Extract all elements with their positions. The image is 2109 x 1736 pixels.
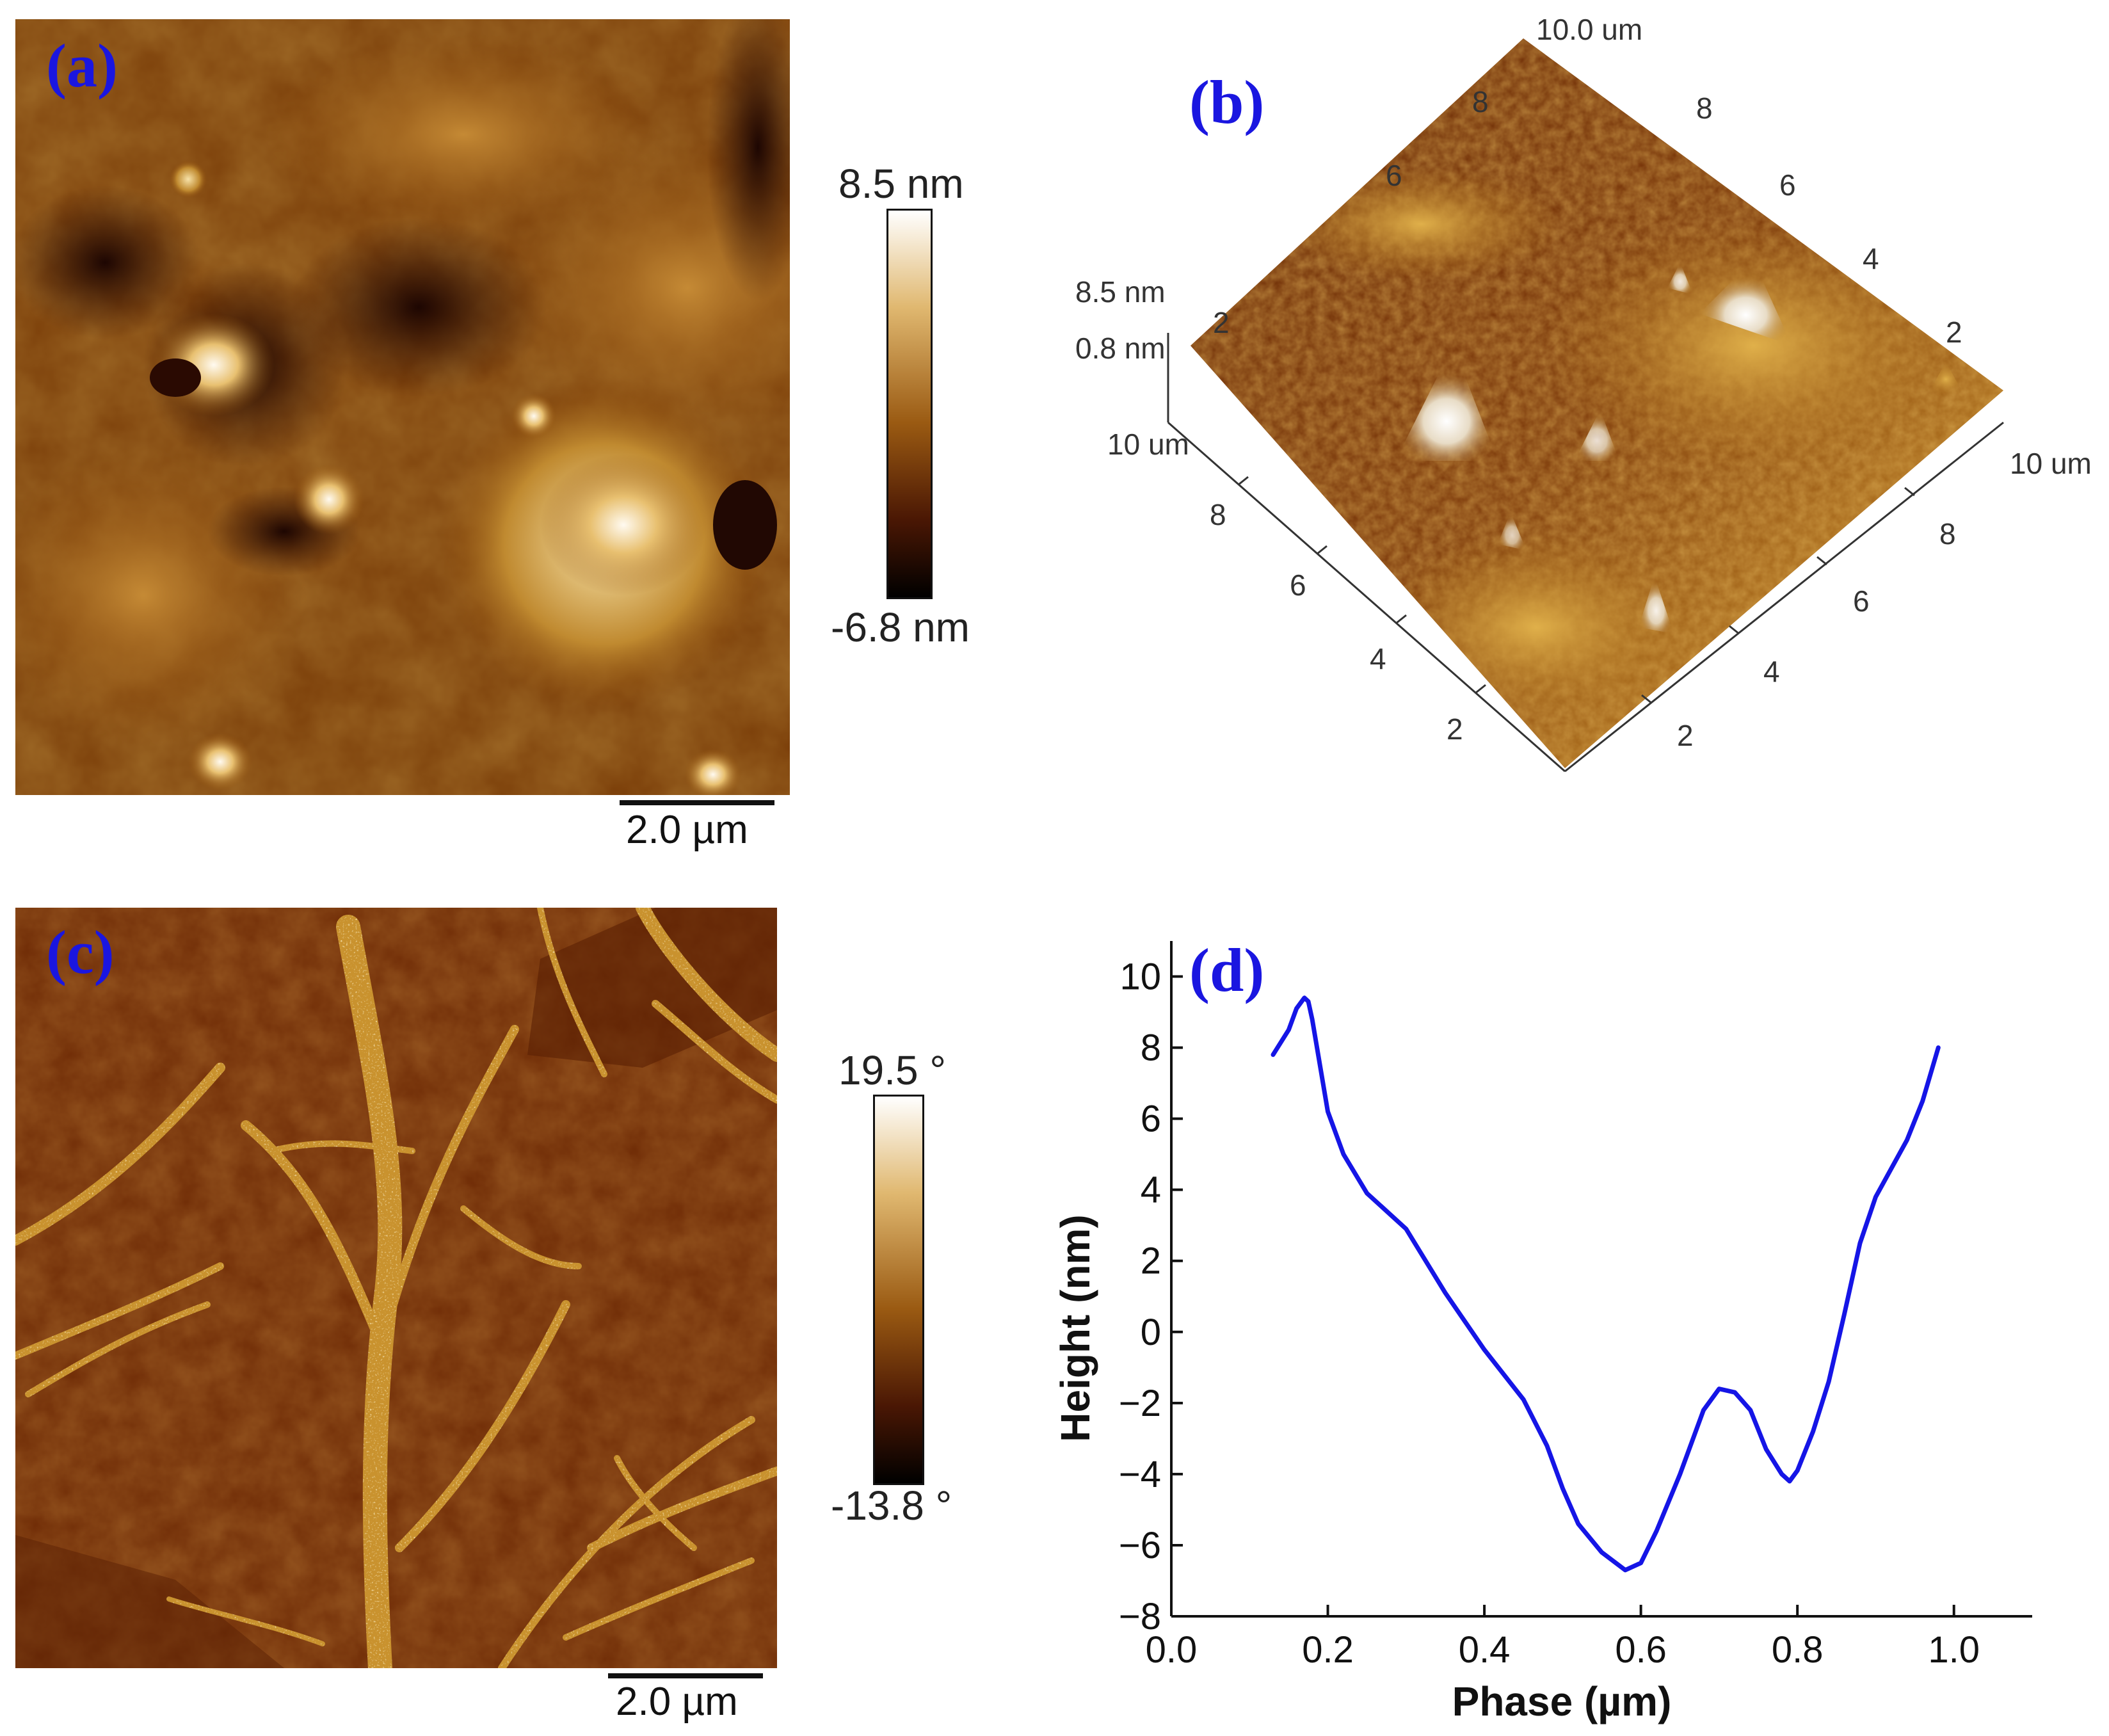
tick-left-2: 2 <box>1447 712 1463 746</box>
tick-right-4: 4 <box>1763 655 1780 688</box>
tick-left-6: 6 <box>1290 568 1306 602</box>
axis-end-label-top: 10.0 um <box>1536 13 1642 46</box>
tick-back-left-6: 6 <box>1386 159 1402 192</box>
tick-right-2: 2 <box>1677 719 1694 752</box>
colorbar-a <box>886 209 933 599</box>
tick-back-right-6: 6 <box>1779 168 1796 202</box>
panel-c-label: (c) <box>46 918 115 986</box>
afm-height-image-a <box>15 19 790 795</box>
scalebar-c <box>608 1673 763 1678</box>
x-tick-label: 1.0 <box>1928 1629 1980 1671</box>
y-tick-label: −6 <box>1119 1525 1161 1566</box>
chart-axes: 0.0 0.2 0.4 0.6 0.8 1.0 −8 −6 −4 −2 0 2 4 6 8 10 <box>1119 941 2032 1671</box>
panel-d-label: (d) <box>1189 936 1265 1004</box>
x-tick-label: 0.4 <box>1459 1629 1511 1671</box>
y-tick-label: 4 <box>1141 1169 1161 1211</box>
panel-a-label: (a) <box>46 31 118 100</box>
afm-3d-surface-b <box>1050 13 2106 781</box>
axis-end-label-right: 10 um <box>2010 447 2092 480</box>
tick-back-left-2: 2 <box>1213 306 1230 339</box>
panel-b-axis-labels: 8.5 nm 0.8 nm 10 um 10 um 10.0 um 8 6 4 … <box>1075 13 2092 752</box>
profile-series-line <box>1271 995 1941 1573</box>
scalebar-a-label: 2.0 µm <box>626 808 748 852</box>
afm-phase-texture-c <box>15 908 777 1668</box>
tick-right-8: 8 <box>1939 517 1956 551</box>
afm-height-texture-a <box>15 19 790 795</box>
z-axis-label-top: 8.5 nm <box>1075 275 1166 309</box>
y-tick-label: −4 <box>1119 1454 1161 1495</box>
tick-right-6: 6 <box>1853 584 1870 618</box>
axis-end-label-left: 10 um <box>1107 428 1189 461</box>
scalebar-a <box>620 800 774 805</box>
x-axis-title: Phase (µm) <box>1452 1678 1672 1724</box>
y-tick-label: 2 <box>1141 1241 1161 1282</box>
y-tick-label: 0 <box>1141 1312 1161 1353</box>
height-profile-chart: 0.0 0.2 0.4 0.6 0.8 1.0 −8 −6 −4 −2 0 2 4 6 8 10 Height… <box>1052 941 2032 1724</box>
tick-back-right-2: 2 <box>1946 316 1962 349</box>
tick-back-right-4: 4 <box>1863 242 1879 275</box>
y-tick-label: 6 <box>1141 1098 1161 1140</box>
x-tick-label: 0.0 <box>1146 1629 1198 1671</box>
colorbar-c <box>873 1095 924 1485</box>
x-tick-label: 0.6 <box>1615 1629 1667 1671</box>
y-tick-label: 8 <box>1141 1027 1161 1069</box>
x-tick-label: 0.2 <box>1302 1629 1354 1671</box>
afm-phase-image-c <box>15 908 777 1668</box>
colorbar-a-min-label: -6.8 nm <box>831 604 970 650</box>
tick-left-4: 4 <box>1370 642 1386 675</box>
x-tick-label: 0.8 <box>1772 1629 1824 1671</box>
y-tick-label: 10 <box>1119 956 1161 998</box>
colorbar-c-max-label: 19.5 ° <box>838 1047 946 1093</box>
y-tick-label: −8 <box>1119 1596 1161 1637</box>
afm-3d-surface-drawing-b <box>1167 38 2004 773</box>
scalebar-c-label: 2.0 µm <box>616 1680 738 1724</box>
panel-b-label: (b) <box>1189 68 1265 136</box>
y-axis-title: Height (nm) <box>1052 1214 1098 1442</box>
colorbar-a-max-label: 8.5 nm <box>838 161 964 207</box>
tick-back-right-8: 8 <box>1696 92 1713 125</box>
z-axis-label-bottom: 0.8 nm <box>1075 332 1166 365</box>
tick-back-left-8: 8 <box>1472 85 1489 118</box>
colorbar-c-min-label: -13.8 ° <box>831 1483 952 1529</box>
tick-left-8: 8 <box>1210 498 1226 531</box>
y-tick-label: −2 <box>1119 1383 1161 1424</box>
